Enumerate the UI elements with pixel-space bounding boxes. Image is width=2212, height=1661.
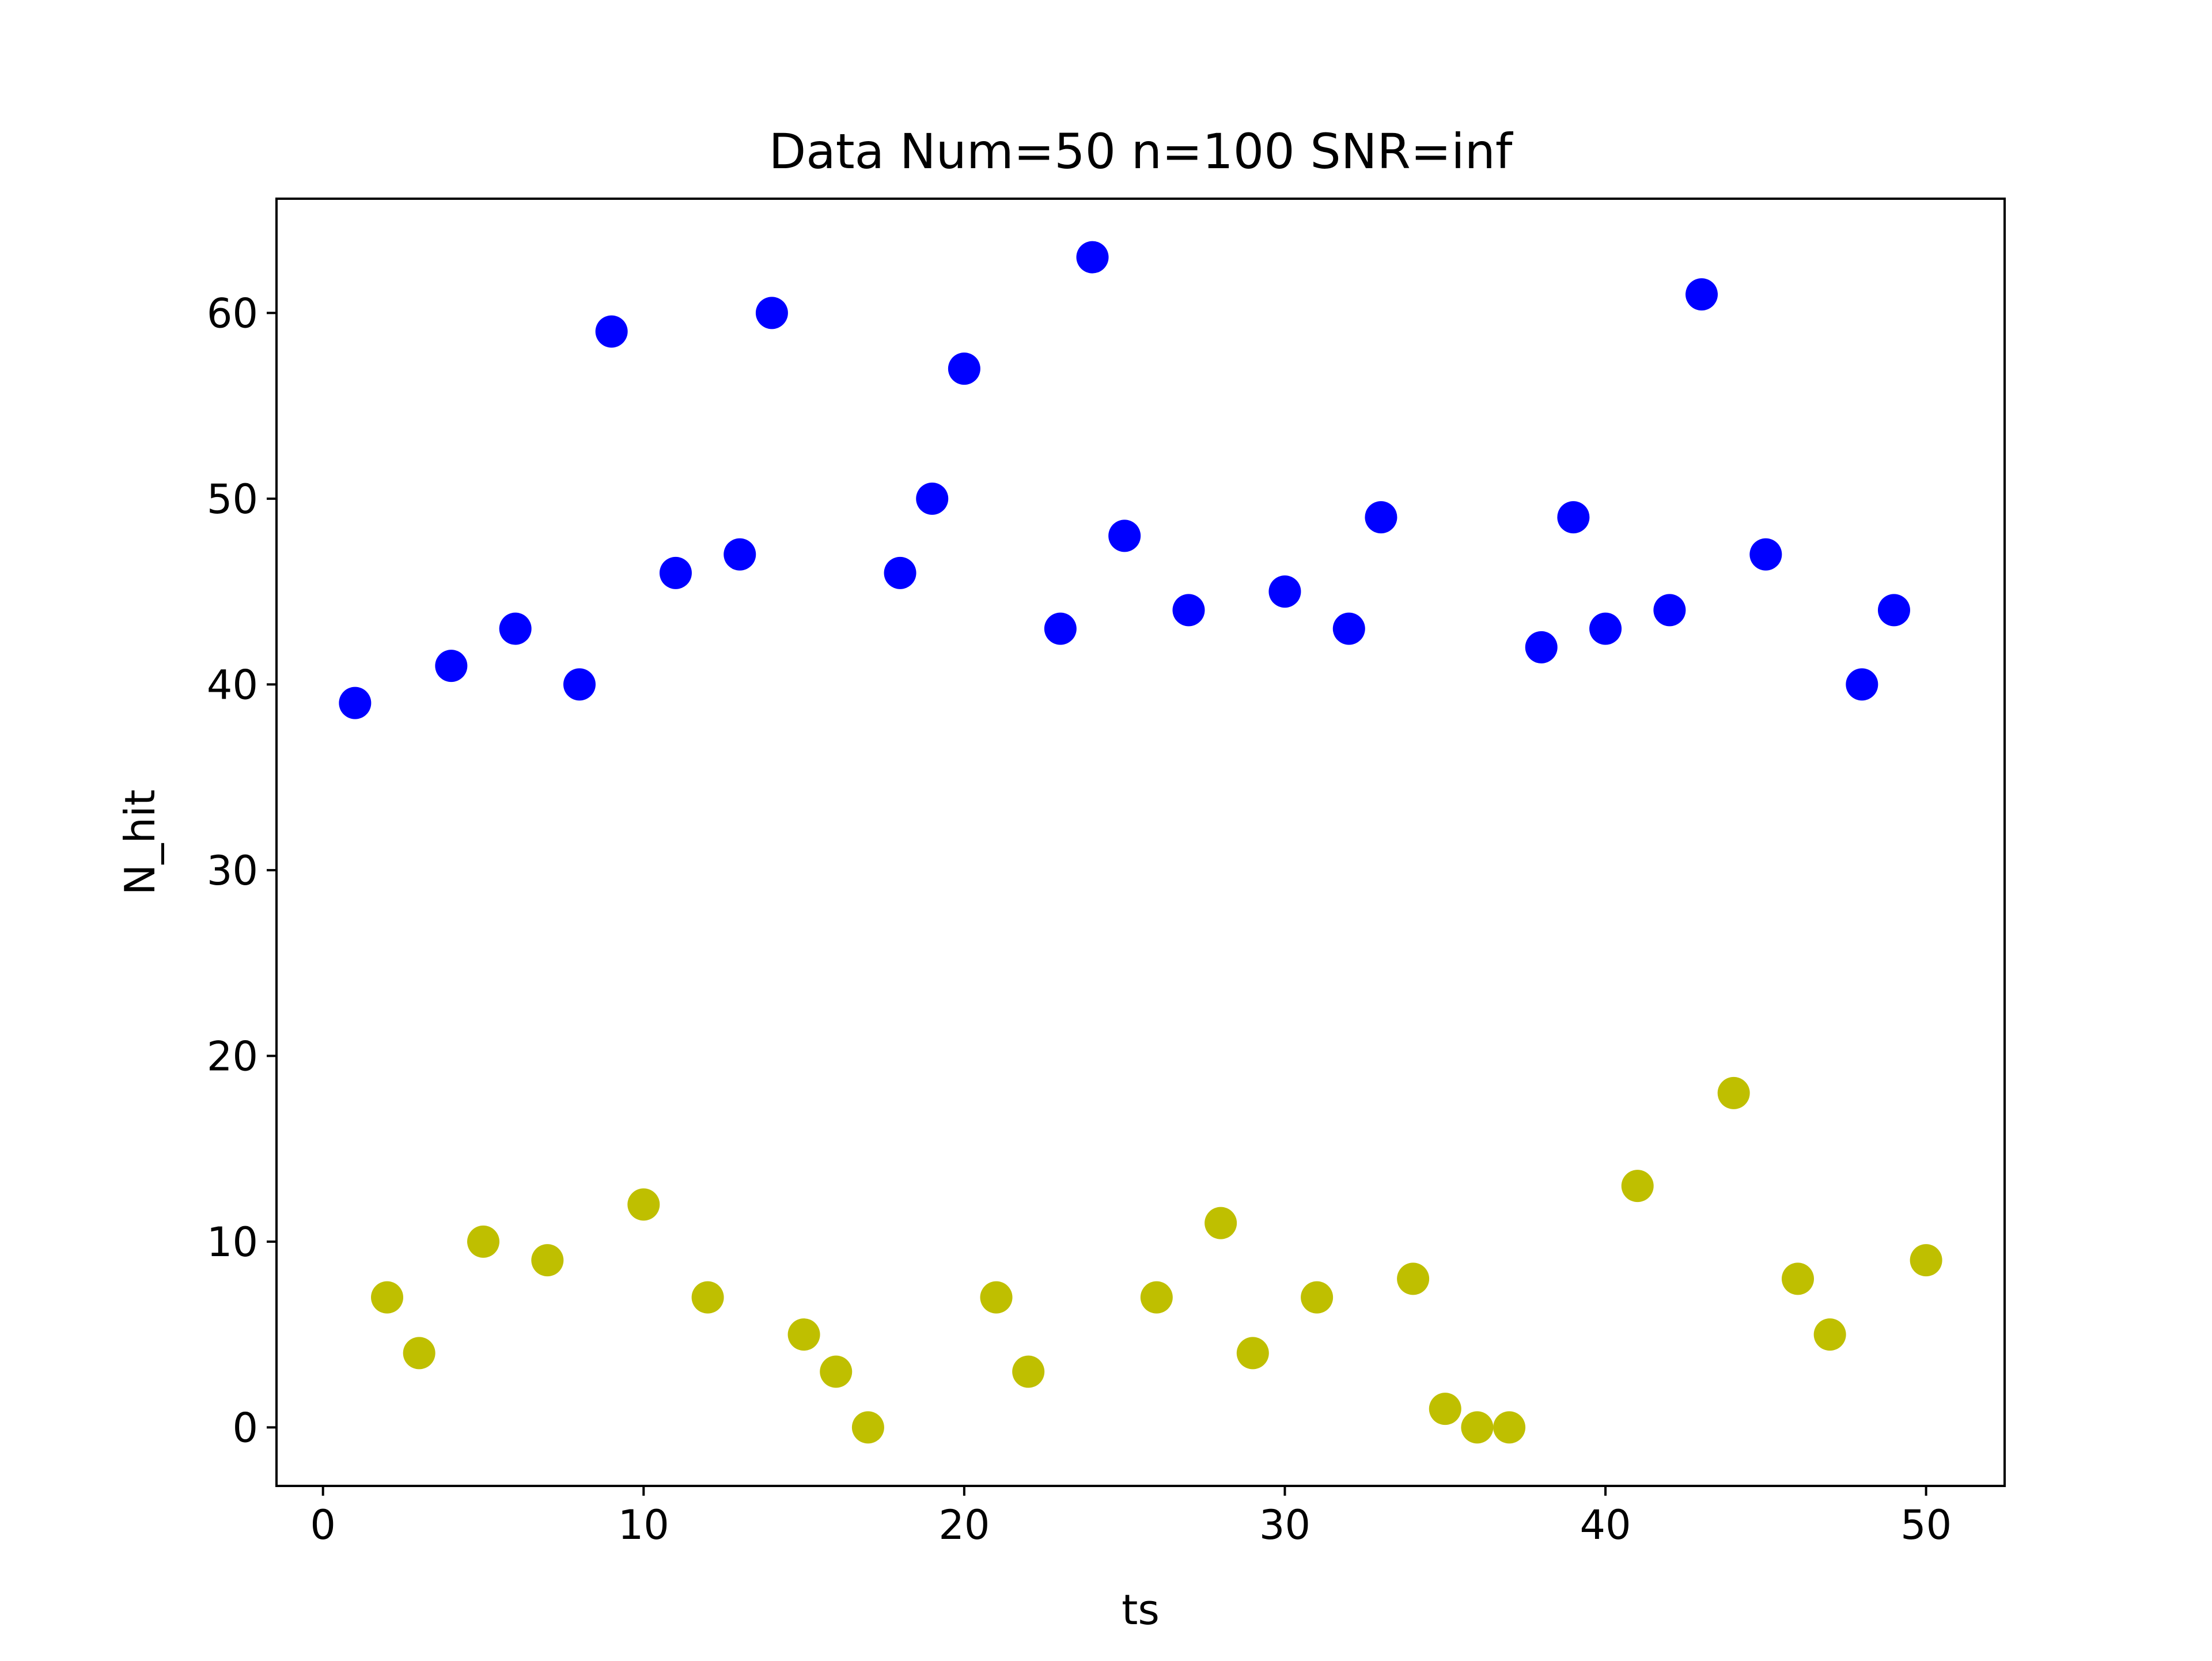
data-point <box>1846 668 1878 701</box>
data-point <box>851 1411 884 1444</box>
y-tick-label: 10 <box>207 1219 258 1266</box>
data-point <box>820 1355 853 1388</box>
data-point <box>787 1318 820 1351</box>
data-point <box>1461 1411 1494 1444</box>
data-point <box>884 556 916 589</box>
data-point <box>563 668 596 701</box>
data-point <box>691 1281 724 1314</box>
data-point <box>1236 1337 1269 1370</box>
data-point <box>1621 1170 1654 1203</box>
data-point <box>1557 501 1590 534</box>
data-point <box>1653 594 1686 627</box>
y-tick-label: 20 <box>207 1033 258 1080</box>
y-axis-ticks: 0 10 20 30 40 50 60 <box>207 290 276 1451</box>
data-point <box>1429 1393 1461 1425</box>
data-point <box>1332 612 1365 645</box>
data-points <box>339 241 1942 1444</box>
y-tick-label: 50 <box>207 476 258 523</box>
x-axis-label: ts <box>1122 1586 1160 1634</box>
data-point <box>1044 612 1077 645</box>
data-point <box>1525 631 1558 663</box>
data-point <box>1910 1244 1942 1277</box>
data-point <box>1365 501 1397 534</box>
data-point <box>531 1244 564 1277</box>
data-point <box>403 1337 435 1370</box>
data-point <box>371 1281 404 1314</box>
data-point <box>1108 519 1141 552</box>
data-point <box>724 538 756 571</box>
data-point <box>1782 1262 1815 1295</box>
x-tick-label: 30 <box>1259 1501 1310 1549</box>
x-tick-label: 20 <box>938 1501 990 1549</box>
y-tick-label: 30 <box>207 847 258 894</box>
data-point <box>435 650 468 682</box>
data-point <box>1717 1076 1750 1109</box>
data-point <box>1493 1411 1526 1444</box>
plot-frame <box>275 198 2006 1487</box>
y-tick-label: 60 <box>207 290 258 337</box>
data-point <box>1012 1355 1045 1388</box>
x-tick-label: 50 <box>1900 1501 1952 1549</box>
y-tick-label: 0 <box>232 1404 258 1451</box>
data-point <box>627 1188 660 1221</box>
data-point <box>1877 594 1910 627</box>
chart-title: Data Num=50 n=100 SNR=inf <box>769 123 1514 180</box>
data-point <box>1268 575 1301 608</box>
x-tick-label: 10 <box>618 1501 669 1549</box>
data-point <box>1172 594 1205 627</box>
x-tick-label: 40 <box>1580 1501 1631 1549</box>
data-point <box>499 612 532 645</box>
data-point <box>339 687 372 719</box>
data-point <box>755 297 788 329</box>
data-point <box>916 482 949 515</box>
data-point <box>659 556 692 589</box>
data-point <box>1589 612 1622 645</box>
data-point <box>1076 241 1109 274</box>
data-point <box>1813 1318 1846 1351</box>
data-point <box>1301 1281 1334 1314</box>
data-point <box>1397 1262 1430 1295</box>
x-tick-label: 0 <box>310 1501 336 1549</box>
y-tick-label: 40 <box>207 661 258 708</box>
data-point <box>467 1225 499 1258</box>
data-point <box>980 1281 1013 1314</box>
data-point <box>1140 1281 1173 1314</box>
data-point <box>595 315 628 348</box>
data-point <box>948 352 980 385</box>
data-point <box>1685 278 1718 311</box>
y-axis-label: N_hit <box>116 790 164 896</box>
data-point <box>1749 538 1782 571</box>
data-point <box>1205 1207 1237 1239</box>
x-axis-ticks: 0 10 20 30 40 50 <box>310 1486 1952 1549</box>
